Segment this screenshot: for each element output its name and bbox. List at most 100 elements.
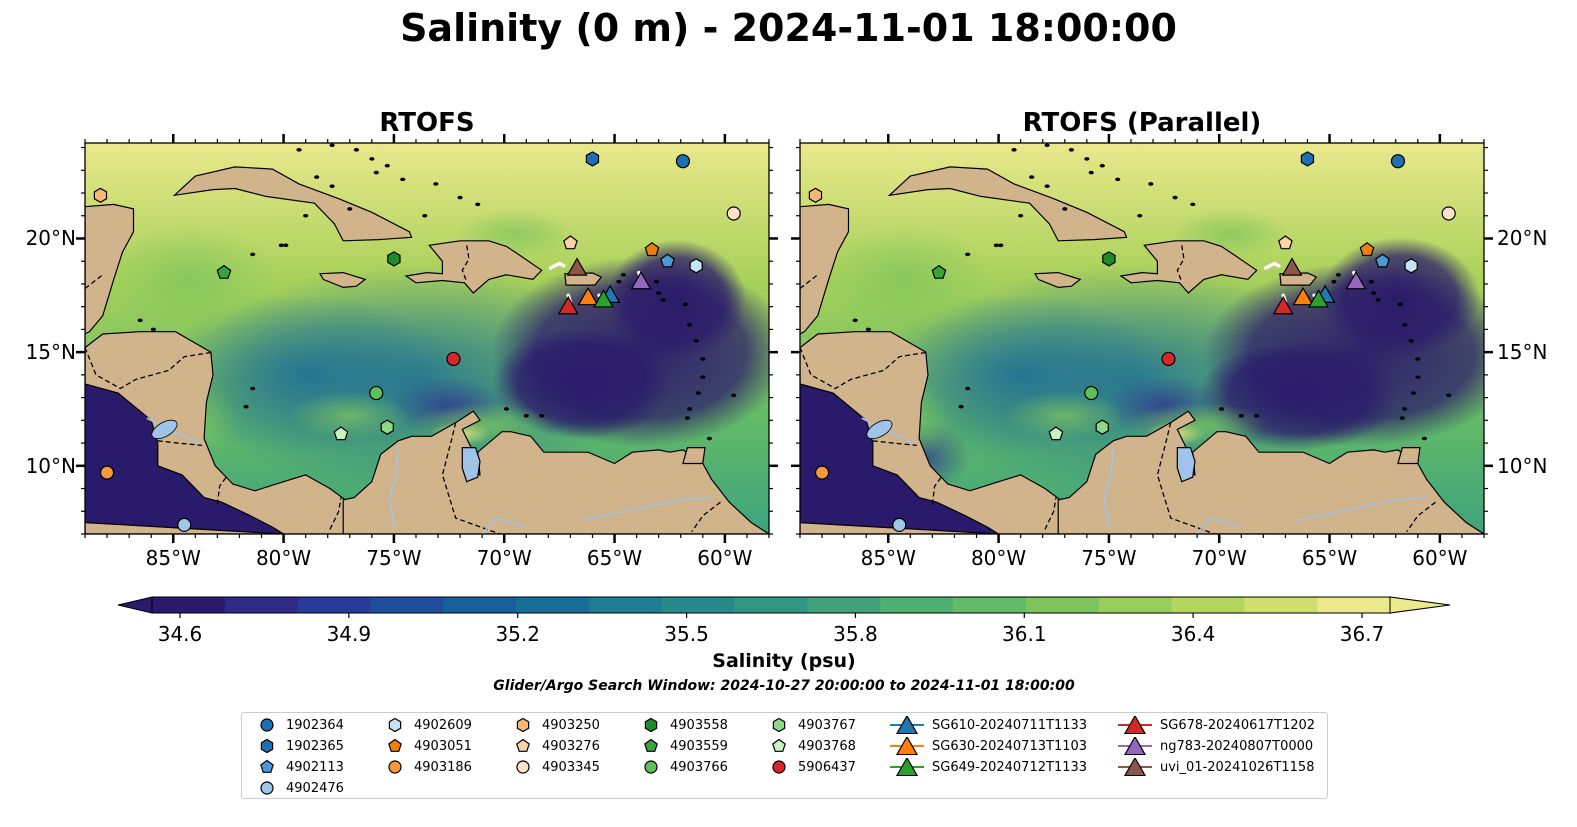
legend-triangle-icon	[1123, 716, 1147, 734]
marker-4903559	[931, 264, 947, 279]
legend-item-4903766: 4903766	[638, 758, 728, 776]
lat-tick-label-right: 15°N	[1497, 340, 1548, 365]
marker-4903276	[1278, 235, 1293, 250]
colorbar-segment	[1025, 597, 1100, 613]
colorbar-segment	[1244, 597, 1318, 613]
colorbar-extend-low	[117, 596, 153, 614]
legend-label: SG610-20240711T1133	[932, 717, 1088, 733]
marker-4903768	[1048, 426, 1064, 441]
legend-label: 4903051	[414, 738, 472, 754]
legend-marker-hexagon-icon	[644, 717, 658, 733]
colorbar-tick-label: 36.7	[1340, 622, 1385, 646]
lon-tick-label: 65°W	[1301, 546, 1358, 570]
legend-pentagon-icon	[260, 759, 274, 773]
marker-4903767	[1095, 419, 1109, 435]
marker-ng783-20240807T0000	[1345, 271, 1367, 290]
colorbar-tick-label: 35.8	[833, 622, 878, 646]
colorbar-segment	[953, 597, 1027, 613]
marker-4903186	[99, 465, 115, 480]
legend-marker-circle-icon	[260, 781, 274, 795]
legend-item-4903250: 4903250	[510, 716, 600, 734]
legend-item-1902365: 1902365	[254, 737, 344, 755]
marker-4903345	[726, 206, 741, 221]
colorbar-segment	[661, 597, 736, 613]
colorbar-segment	[1317, 597, 1391, 613]
legend-marker-pentagon-icon	[260, 759, 274, 773]
legend-marker-hexagon-icon	[260, 738, 274, 754]
lat-tick-label-left: 20°N	[25, 226, 76, 251]
colorbar-segment	[880, 597, 954, 613]
lon-tick-label: 70°W	[476, 546, 532, 570]
legend-marker-circle-icon	[516, 760, 530, 774]
legend-marker-circle-icon	[772, 760, 786, 774]
legend-marker-pentagon-icon	[644, 738, 658, 752]
panel-frame	[84, 142, 770, 535]
observation-markers	[808, 151, 1456, 533]
marker-4903766	[1084, 385, 1099, 401]
marker-4903345	[1441, 206, 1456, 221]
legend-label: 4902476	[286, 780, 344, 796]
legend-label: 4903559	[670, 738, 728, 754]
colorbar-tick-label: 36.4	[1171, 622, 1216, 646]
legend-item-4903558: 4903558	[638, 716, 728, 734]
legend-marker-hexagon-icon	[516, 717, 530, 733]
map-panel-rtofs	[76, 134, 778, 543]
legend-label: 4903345	[542, 759, 600, 775]
legend-marker-triangle-icon	[890, 758, 924, 776]
lon-tick-label: 80°W	[970, 546, 1027, 570]
marker-uvi_01-20241026T1158	[566, 257, 588, 276]
legend-circle-icon	[260, 718, 274, 732]
legend-item-1902364: 1902364	[254, 716, 344, 734]
marker-4903051	[644, 242, 660, 257]
legend-label: SG630-20240713T1103	[932, 738, 1088, 754]
legend-triangle-icon	[1123, 737, 1147, 755]
legend-hexagon-icon	[644, 717, 658, 733]
legend-item-SG610-20240711T1133: SG610-20240711T1133	[888, 716, 1087, 734]
colorbar-tick-label: 36.1	[1002, 622, 1047, 646]
marker-uvi_01-20241026T1158	[1281, 257, 1303, 276]
lon-tick-label: 75°W	[366, 546, 422, 570]
legend-label: 4903250	[542, 717, 600, 733]
legend-marker-circle-icon	[260, 718, 274, 732]
legend-item-4903559: 4903559	[638, 737, 728, 755]
legend-item-4902476: 4902476	[254, 779, 344, 797]
legend-pentagon-icon	[388, 738, 402, 752]
legend-pentagon-icon	[516, 738, 530, 752]
legend-circle-icon	[516, 760, 530, 774]
marker-4903276	[563, 235, 578, 250]
lon-tick-label: 85°W	[860, 546, 916, 570]
colorbar-tick-label: 35.2	[495, 622, 540, 646]
marker-4903768	[333, 426, 349, 441]
legend-label: 5906437	[798, 759, 856, 775]
colorbar-segment	[734, 597, 808, 613]
map-panel-rtofs-parallel	[791, 134, 1493, 543]
legend-marker-triangle-icon	[890, 737, 924, 755]
legend-circle-icon	[644, 760, 658, 774]
legend-pentagon-icon	[644, 738, 658, 752]
legend-circle-icon	[772, 760, 786, 774]
legend-label: 4903186	[414, 759, 472, 775]
marker-4903250	[93, 187, 108, 203]
lon-tick-label: 60°W	[1412, 546, 1468, 570]
legend-marker-hexagon-icon	[388, 717, 402, 733]
marker-4903186	[814, 465, 830, 480]
legend-circle-icon	[388, 760, 402, 774]
search-window-text: Glider/Argo Search Window: 2024-10-27 20…	[493, 678, 1075, 694]
legend-label: SG678-20240617T1202	[1160, 717, 1316, 733]
legend-pentagon-icon	[772, 738, 786, 752]
legend-marker-triangle-icon	[890, 716, 924, 734]
marker-4902609	[689, 258, 703, 274]
lon-tick-label: 60°W	[697, 546, 753, 570]
marker-5906437	[1161, 351, 1176, 367]
colorbar-segment	[807, 597, 881, 613]
legend-item-4903345: 4903345	[510, 758, 600, 776]
legend-marker-hexagon-icon	[772, 717, 786, 733]
colorbar-segment	[588, 597, 663, 613]
marker-4902113	[1375, 253, 1390, 268]
legend-hexagon-icon	[516, 717, 530, 733]
legend-marker-triangle-icon	[1118, 758, 1152, 776]
marker-4903766	[369, 385, 384, 401]
lon-tick-label: 70°W	[1191, 546, 1247, 570]
legend-label: 4903558	[670, 717, 728, 733]
legend-label: uvi_01-20241026T1158	[1160, 759, 1315, 775]
